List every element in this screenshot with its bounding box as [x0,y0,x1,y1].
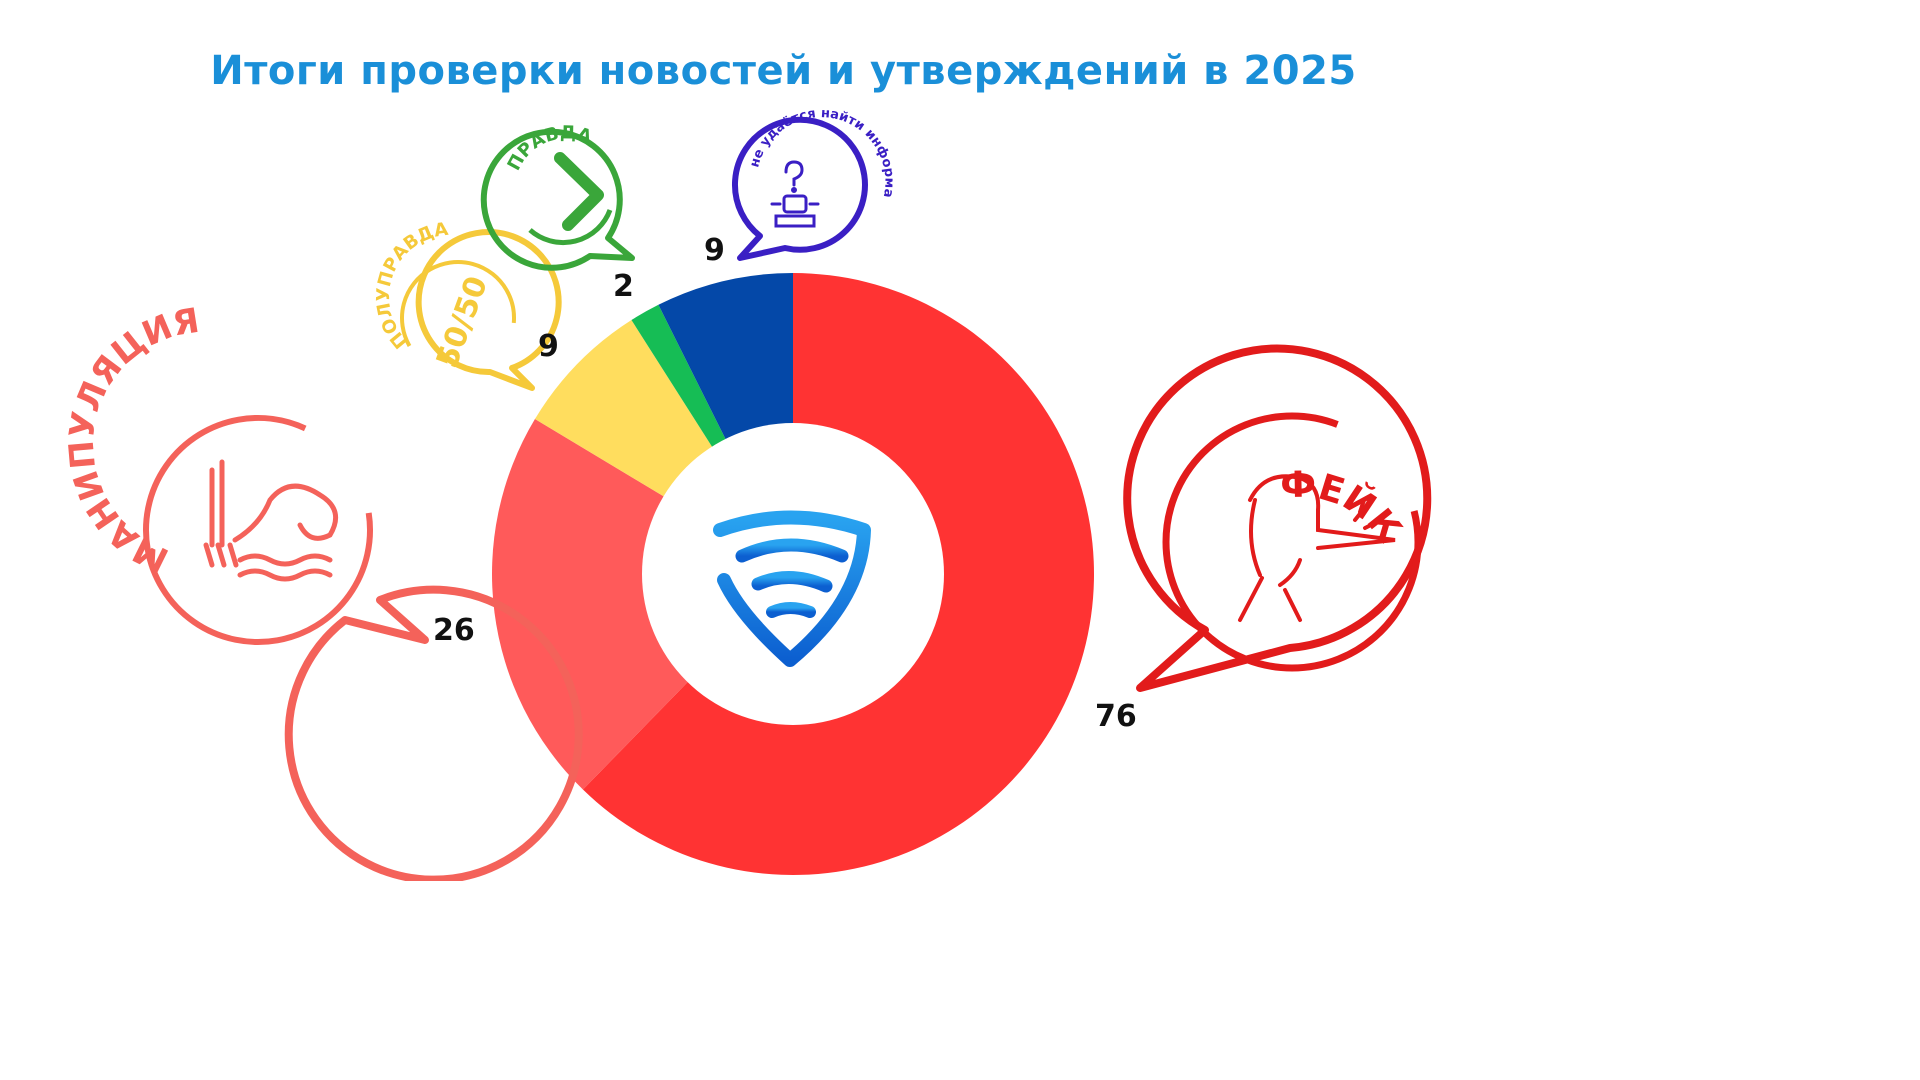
liar-long-nose-icon [1238,474,1396,622]
fork-noodles-icon [203,459,339,582]
check-icon [554,152,604,231]
no-info-badge-label: не удаётся найти информацию [0,0,897,199]
fifty-fifty-icon: 50/50 [430,272,495,373]
value-label-fake: 76 [1095,699,1137,734]
manipulation-badge-label: МАНИПУЛЯЦИЯ [62,301,202,580]
half-truth-badge: ПОЛУПРАВДА 50/50 [373,219,562,391]
value-label-truth: 2 [613,269,634,304]
truth-badge-label: ПРАВДА [503,122,594,174]
value-label-no-info: 9 [704,233,725,268]
donut-chart: ФЕЙК МАНИПУЛЯЦИЯ ПОЛУПРА [0,0,1432,881]
shield-logo-icon [713,510,871,667]
truth-badge: ПРАВДА [480,122,635,271]
donut-slice-2 [491,419,793,790]
chart-title: Итоги проверки новостей и утверждений в … [210,48,1357,94]
value-labels: 76 26 9 2 9 [433,233,1137,734]
fake-badge: ФЕЙК [1123,344,1432,692]
robot-question-icon [770,160,820,228]
value-label-manipulation: 26 [433,613,475,648]
value-label-half-truth: 9 [538,329,559,364]
no-info-badge: не удаётся найти информацию [0,0,897,261]
